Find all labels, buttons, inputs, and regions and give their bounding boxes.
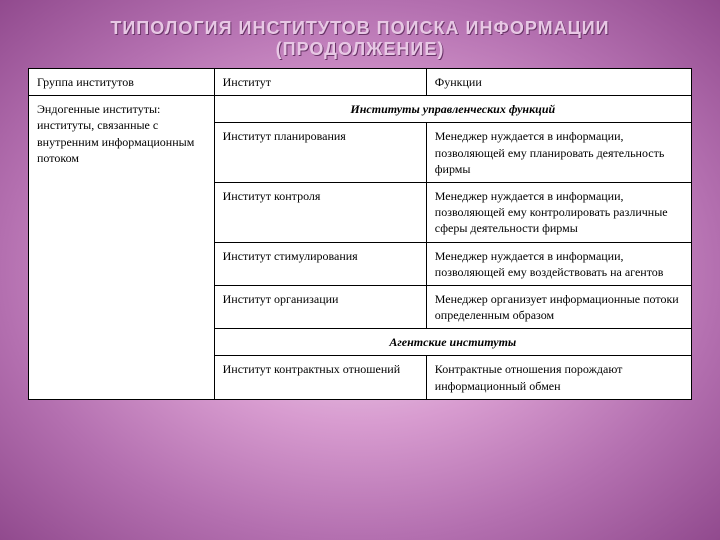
typology-table: Группа институтов Институт Функции Эндог…	[28, 68, 692, 400]
header-functions: Функции	[426, 69, 691, 96]
institute-cell: Институт контрактных отношений	[214, 356, 426, 399]
group-cell: Эндогенные институты: институты, связанн…	[29, 96, 215, 400]
institute-cell: Институт контроля	[214, 182, 426, 242]
header-institute: Институт	[214, 69, 426, 96]
institute-cell: Институт планирования	[214, 123, 426, 183]
section-header-2: Агентские институты	[214, 329, 691, 356]
function-cell: Менеджер организует информационные поток…	[426, 285, 691, 328]
institute-cell: Институт стимулирования	[214, 242, 426, 285]
table-header-row: Группа институтов Институт Функции	[29, 69, 692, 96]
section-header-1: Институты управленческих функций	[214, 96, 691, 123]
title-sub: (ПРОДОЛЖЕНИЕ)	[28, 39, 692, 60]
function-cell: Менеджер нуждается в информации, позволя…	[426, 182, 691, 242]
title-main: ТИПОЛОГИЯ ИНСТИТУТОВ ПОИСКА ИНФОРМАЦИИ	[28, 18, 692, 39]
institute-cell: Институт организации	[214, 285, 426, 328]
table-row: Эндогенные институты: институты, связанн…	[29, 96, 692, 123]
function-cell: Менеджер нуждается в информации, позволя…	[426, 242, 691, 285]
function-cell: Менеджер нуждается в информации, позволя…	[426, 123, 691, 183]
header-group: Группа институтов	[29, 69, 215, 96]
page-title: ТИПОЛОГИЯ ИНСТИТУТОВ ПОИСКА ИНФОРМАЦИИ (…	[28, 18, 692, 60]
function-cell: Контрактные отношения порождают информац…	[426, 356, 691, 399]
